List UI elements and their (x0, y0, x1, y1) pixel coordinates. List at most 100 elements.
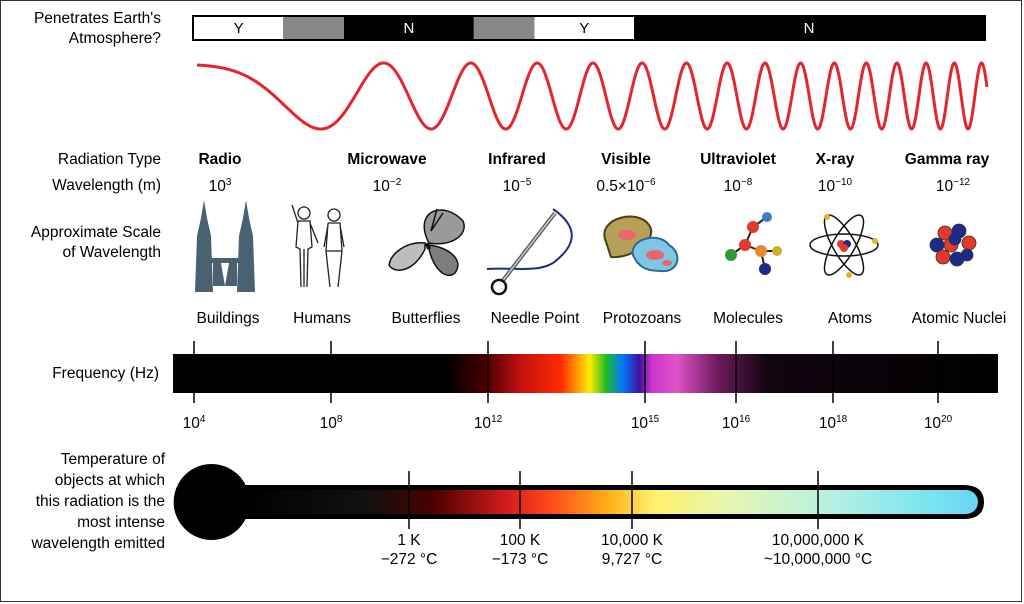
scale-needle-point: Needle Point (490, 310, 580, 327)
wl-exp: 3 (225, 176, 232, 188)
towers-icon (195, 200, 255, 292)
scale-atoms: Atoms (828, 310, 872, 327)
freq-exp: 15 (648, 413, 660, 425)
wl-base: 0.5×10 (596, 178, 645, 195)
scale-label: Approximate Scale of Wavelength (31, 223, 161, 263)
freq-base: 10 (923, 415, 942, 432)
temp-kelvin: 100 K (499, 532, 541, 549)
wl-base: 10 (723, 178, 741, 195)
atmosphere-segment (283, 17, 345, 39)
type-gamma: Gamma ray (904, 151, 990, 168)
nucleus-icon (929, 223, 977, 267)
atmosphere-segment (634, 17, 984, 39)
atmosphere-label: Penetrates Earth's Atmosphere? (34, 9, 161, 49)
freq-base: 10 (630, 415, 649, 432)
scale-butterflies: Butterflies (391, 310, 461, 327)
scale-molecules: Molecules (713, 310, 783, 327)
temperature-label-line: objects at which (54, 472, 165, 489)
freq-tick-label: 1015 (631, 414, 659, 434)
protozoan-icon (603, 215, 679, 273)
wavelength-gamma: 10−12 (936, 177, 970, 197)
wave-line (197, 61, 989, 131)
temperature-label-line: most intense (77, 514, 165, 531)
wl-exp: −2 (389, 176, 402, 188)
wavelength-radio: 103 (209, 177, 232, 197)
wl-base: 10 (817, 178, 836, 195)
type-xray: X-ray (815, 151, 855, 168)
freq-base: 10 (319, 415, 337, 432)
atmosphere-label-line2: Atmosphere? (68, 30, 161, 47)
type-visible: Visible (601, 151, 651, 168)
frequency-label: Frequency (Hz) (52, 365, 159, 382)
wl-exp: −8 (740, 176, 753, 188)
temperature-label-line: Temperature of (60, 451, 165, 468)
atmosphere-segment (534, 17, 635, 39)
atmosphere-segment (344, 17, 474, 39)
temp-tick-label: 10,000 K 9,727 °C (601, 531, 663, 569)
freq-base: 10 (818, 415, 837, 432)
wavelength-xray: 10−10 (818, 177, 852, 197)
atmosphere-segment-label: Y (579, 20, 589, 37)
needle-icon (486, 208, 573, 296)
temp-celsius: 9,727 °C (601, 551, 663, 568)
scale-buildings: Buildings (196, 310, 260, 327)
atmosphere-segment-label: N (403, 20, 414, 37)
type-ultraviolet: Ultraviolet (700, 151, 776, 168)
temperature-label: Temperature of objects at which this rad… (31, 449, 165, 554)
atmosphere-segment (473, 17, 535, 39)
atmosphere-label-line1: Penetrates Earth's (33, 10, 161, 27)
freq-tick-label: 1016 (722, 414, 750, 434)
freq-tick-label: 104 (183, 414, 206, 434)
freq-tick-label: 1012 (474, 414, 502, 434)
wl-exp: −5 (519, 176, 532, 188)
scale-atomic-nuclei: Atomic Nuclei (911, 310, 1007, 327)
freq-exp: 20 (941, 413, 953, 425)
freq-base: 10 (473, 415, 492, 432)
wavelength-ultraviolet: 10−8 (724, 177, 753, 197)
temperature-label-line: this radiation is the (35, 493, 165, 510)
wl-exp: −10 (835, 176, 853, 188)
freq-exp: 8 (336, 413, 343, 425)
thermometer-color-tube (241, 490, 978, 514)
temp-tick-label: 1 K −272 °C (381, 531, 438, 569)
freq-exp: 18 (836, 413, 848, 425)
atmosphere-segment-label: N (804, 20, 815, 37)
type-infrared: Infrared (488, 151, 546, 168)
wavelength-visible: 0.5×10−6 (596, 177, 655, 197)
temp-tick-label: 10,000,000 K ~10,000,000 °C (764, 531, 872, 569)
humans-icon (291, 204, 345, 288)
butterfly-icon (388, 208, 465, 276)
temp-tick-label: 100 K −173 °C (492, 531, 549, 569)
wl-exp: −12 (953, 176, 971, 188)
wavelength-microwave: 10−2 (373, 177, 402, 197)
temperature-ticks (408, 471, 819, 529)
wl-base: 10 (502, 178, 520, 195)
type-radio: Radio (198, 151, 242, 168)
wl-base: 10 (935, 178, 954, 195)
freq-exp: 16 (739, 413, 751, 425)
atmosphere-segment-label: Y (234, 20, 244, 37)
wl-base: 10 (372, 178, 390, 195)
frequency-bar (173, 341, 998, 403)
freq-base: 10 (182, 415, 200, 432)
freq-tick-label: 108 (320, 414, 343, 434)
wl-exp: −6 (644, 176, 656, 188)
scale-label-line2: of Wavelength (62, 244, 161, 261)
wl-base: 10 (208, 178, 226, 195)
molecule-icon (725, 212, 782, 275)
wavelength-infrared: 10−5 (503, 177, 532, 197)
frequency-spectrum-strip (173, 354, 998, 393)
atom-icon (809, 214, 879, 278)
freq-base: 10 (721, 415, 740, 432)
radiation-type-label: Radiation Type (57, 151, 161, 168)
temp-kelvin: 1 K (397, 532, 421, 549)
temp-celsius: −272 °C (380, 551, 438, 568)
scale-label-line1: Approximate Scale (30, 224, 161, 241)
scale-humans: Humans (293, 310, 351, 327)
temp-kelvin: 10,000 K (600, 532, 664, 549)
scale-protozoans: Protozoans (602, 310, 682, 327)
type-microwave: Microwave (347, 151, 427, 168)
